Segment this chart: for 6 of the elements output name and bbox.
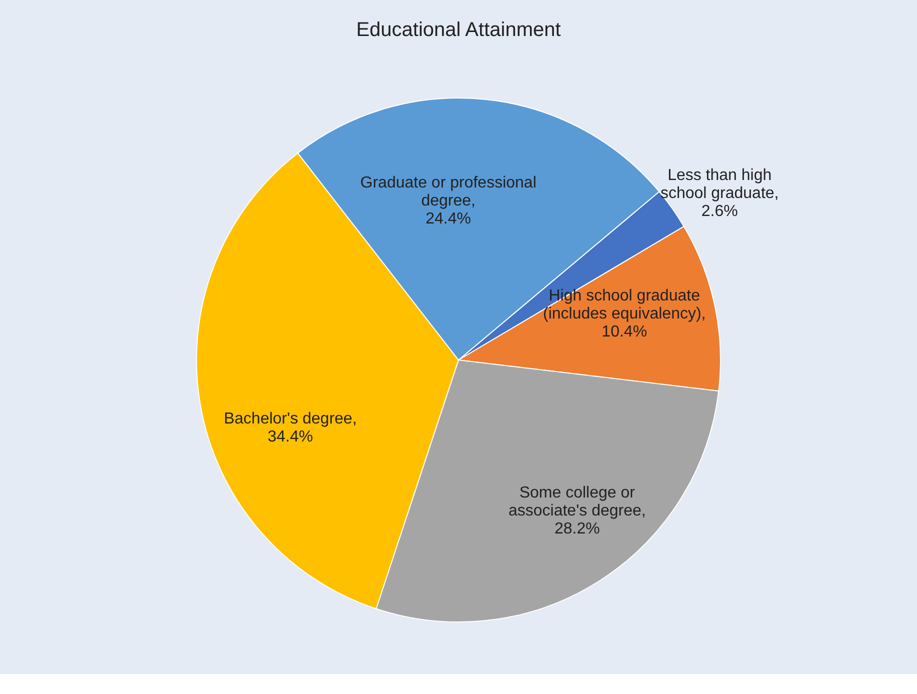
slice-label: High school graduate (includes equivalency), 10.4% <box>542 287 706 340</box>
slice-label: Some college or associate's degree, 28.2% <box>508 484 646 538</box>
chart-title: Educational Attainment <box>356 19 562 41</box>
slice-label: Less than high school graduate, 2.6% <box>660 166 779 220</box>
slice-label: Bachelor's degree, 34.4% <box>224 410 357 446</box>
slice-label: Graduate or professional degree, 24.4% <box>360 174 536 228</box>
